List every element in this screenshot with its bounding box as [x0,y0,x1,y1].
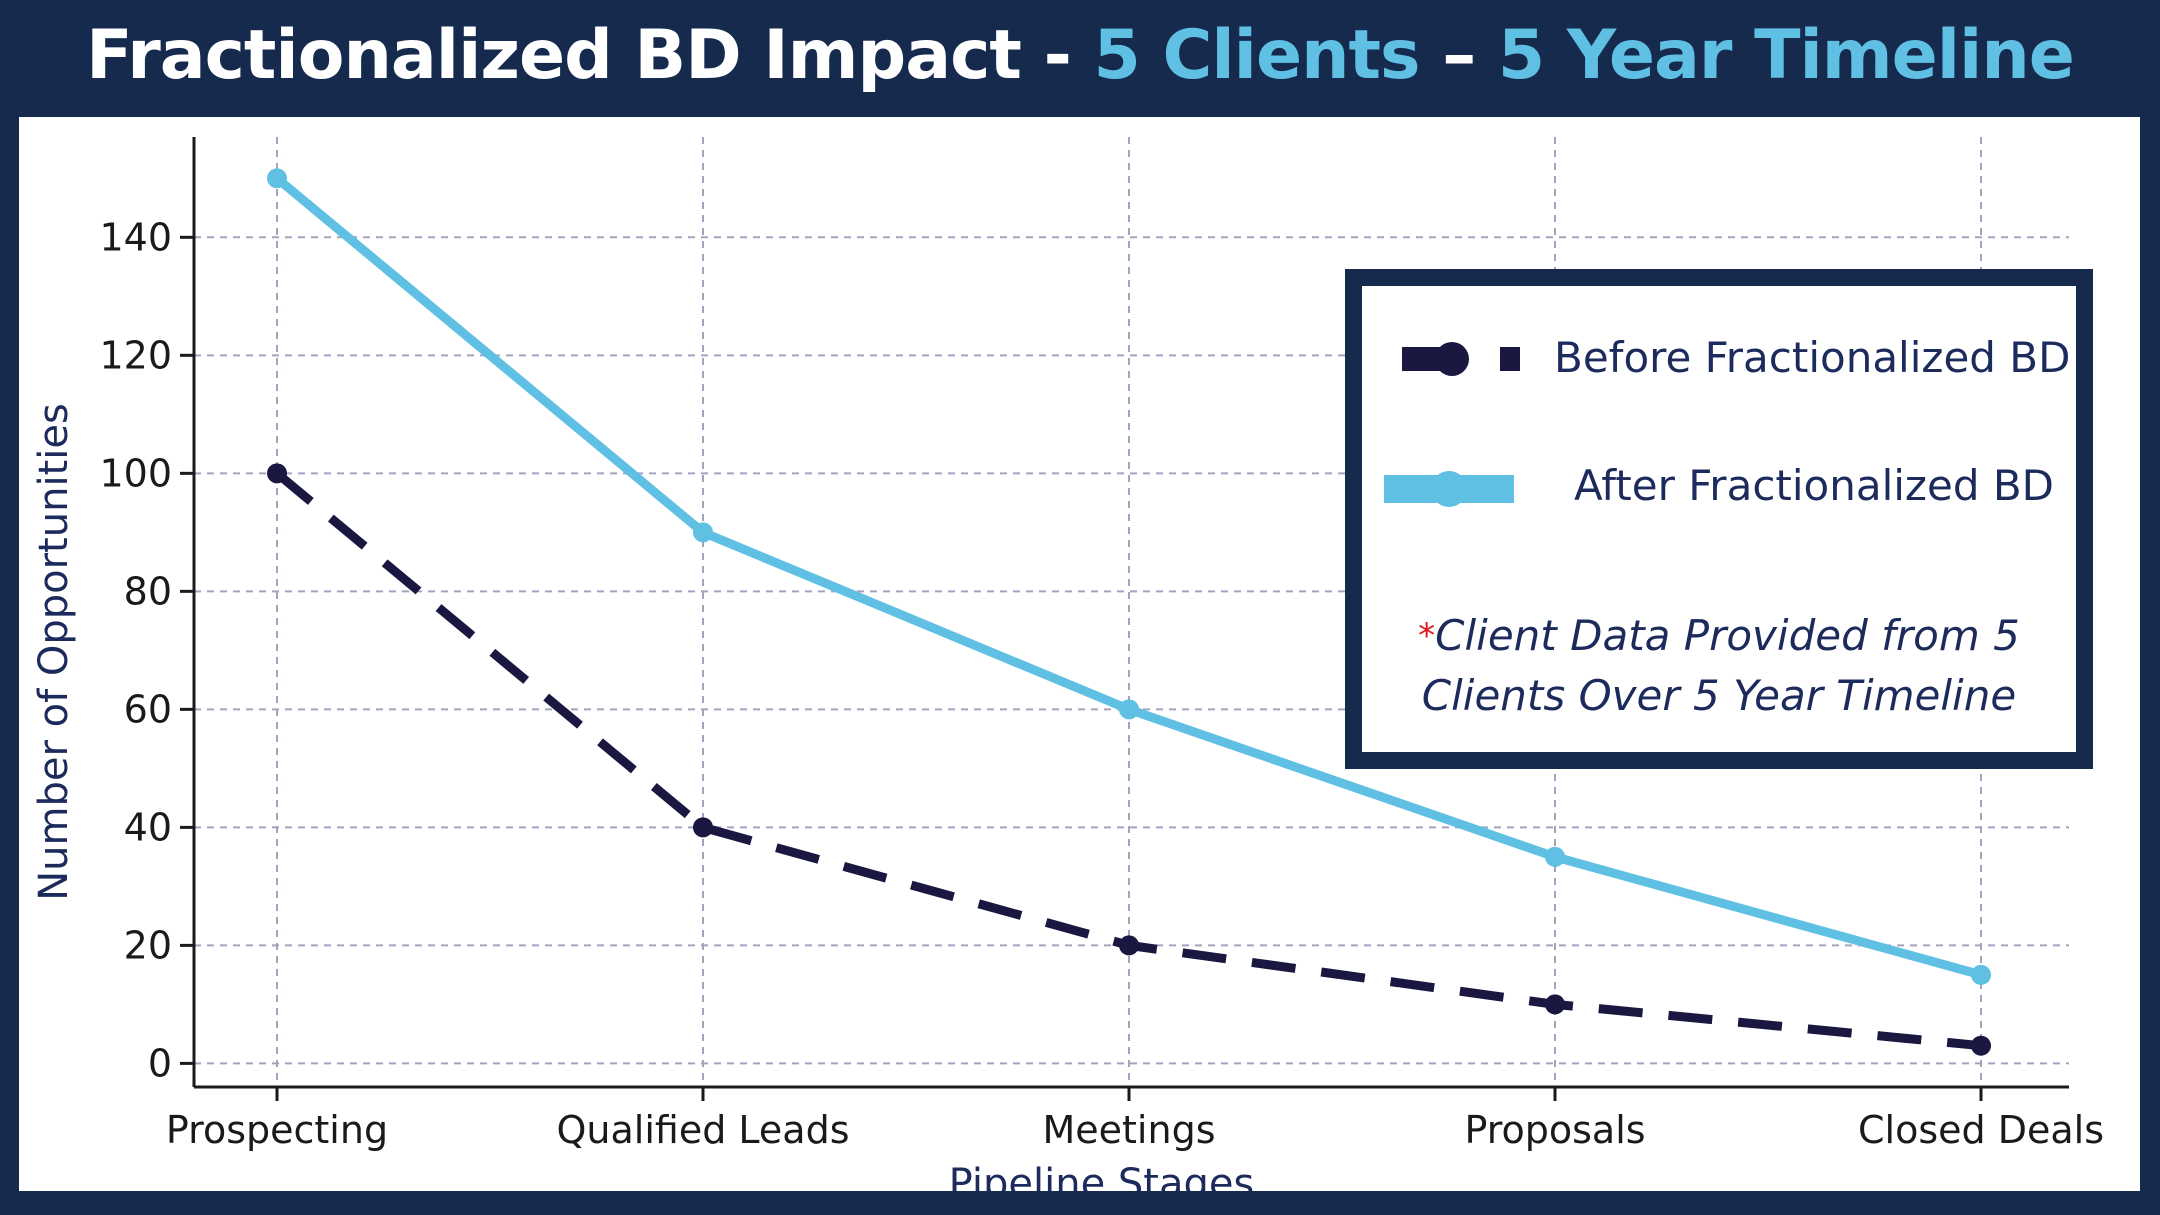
series-after-point [1971,964,1991,985]
legend-dashed-line-icon [1402,342,1520,376]
x-tick-label: Proposals [1464,1108,1645,1152]
series-after-point [1119,699,1139,720]
y-tick-label: 40 [124,805,172,849]
x-tick-label: Prospecting [166,1108,388,1152]
x-tick-label: Meetings [1042,1108,1215,1152]
x-axis-title: Pipeline Stages [949,1161,1255,1191]
x-tick-label: Closed Deals [1858,1108,2104,1152]
series-before-point [267,463,287,484]
series-before-point [1119,935,1139,956]
series-before-point [1545,994,1565,1015]
y-tick-label: 20 [124,923,172,967]
page-title: Fractionalized BD Impact - 5 Clients – 5… [0,0,2160,112]
legend-label-before: Before Fractionalized BD [1554,333,2071,382]
title-main: Fractionalized BD Impact - [86,16,1094,95]
line-chart: 0 20 40 60 80 100 120 140 Prospecting Qualified L… [31,137,2104,1191]
legend-item-after: After Fractionalized BD [1362,451,2076,531]
series-before-point [1971,1035,1991,1056]
note-asterisk: * [1418,616,1436,656]
chart-legend: Before Fractionalized BD After Fractiona… [1345,269,2093,769]
note-text: Client Data Provided from 5 Clients Over… [1421,611,2020,720]
y-tick-label: 80 [124,569,172,613]
series-before-point [693,817,713,838]
y-tick-label: 100 [99,451,172,495]
title-timeline: 5 Year Timeline [1497,16,2075,95]
chart-panel: 0 20 40 60 80 100 120 140 Prospecting Qualified L… [19,117,2140,1191]
y-tick-label: 60 [124,687,172,731]
data-source-note: *Client Data Provided from 5 Clients Ove… [1382,606,2056,726]
title-clients: 5 Clients [1093,16,1420,95]
series-after-point [267,168,287,189]
legend-label-after: After Fractionalized BD [1574,461,2054,510]
y-tick-label: 120 [99,333,172,377]
y-axis-title: Number of Opportunities [31,403,77,901]
series-after-point [693,522,713,543]
x-tick-label: Qualified Leads [557,1108,850,1152]
y-tick-label: 140 [99,215,172,259]
title-separator: – [1419,16,1498,95]
legend-solid-line-icon [1384,471,1514,507]
legend-item-before: Before Fractionalized BD [1362,321,2076,401]
y-tick-label: 0 [148,1041,172,1085]
series-after-point [1545,846,1565,867]
